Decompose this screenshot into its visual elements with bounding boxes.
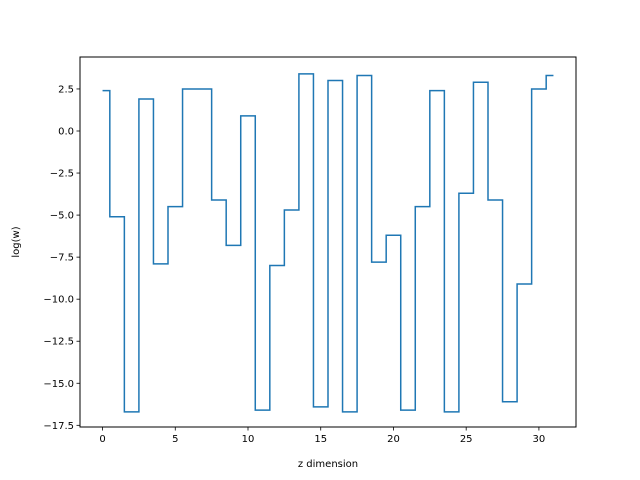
series-line-0 bbox=[102, 73, 554, 413]
y-tick-label: −7.5 bbox=[50, 253, 74, 264]
x-tick-label: 20 bbox=[387, 434, 400, 445]
y-tick-label: −15.0 bbox=[43, 379, 74, 390]
x-axis-ticks: 0 5 10 15 20 25 30 bbox=[99, 427, 545, 445]
y-tick-label: −12.5 bbox=[43, 337, 74, 348]
x-tick-label: 0 bbox=[99, 434, 105, 445]
x-tick-label: 30 bbox=[533, 434, 546, 445]
y-tick-label: −5.0 bbox=[50, 211, 74, 222]
axes-frame bbox=[79, 56, 577, 428]
y-tick-label: −2.5 bbox=[50, 169, 74, 180]
x-tick-label: 15 bbox=[314, 434, 327, 445]
x-axis-title: z dimension bbox=[298, 459, 358, 470]
y-tick-label: −17.5 bbox=[43, 421, 74, 432]
x-tick-label: 10 bbox=[242, 434, 255, 445]
plot-area bbox=[102, 73, 554, 413]
x-tick-label: 25 bbox=[460, 434, 473, 445]
y-axis-title: log(w) bbox=[11, 226, 22, 257]
y-tick-label: −10.0 bbox=[43, 295, 74, 306]
y-tick-label: 2.5 bbox=[58, 84, 74, 95]
y-tick-label: 0.0 bbox=[58, 127, 74, 138]
x-tick-label: 5 bbox=[172, 434, 178, 445]
y-axis-ticks: 2.5 0.0 −2.5 −5.0 −7.5 −10.0 −12.5 −15.0 −17.5 bbox=[43, 84, 80, 432]
